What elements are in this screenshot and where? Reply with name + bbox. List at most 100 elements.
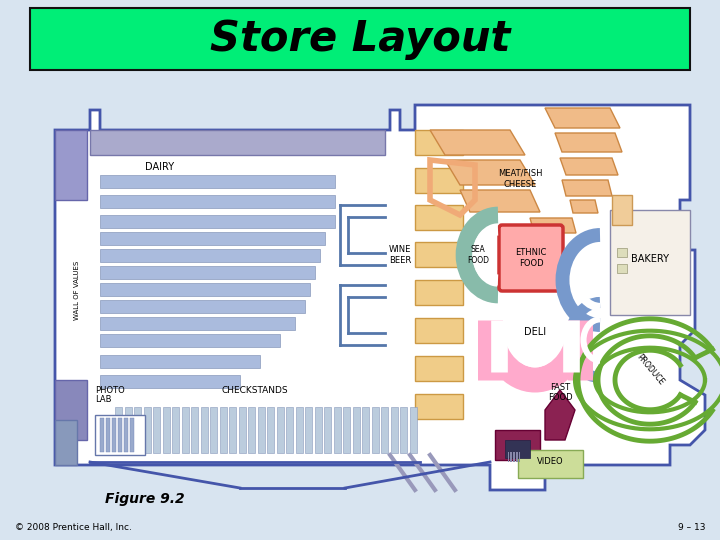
Bar [511,452,512,462]
Bar [305,407,312,453]
Text: Figure 9.2: Figure 9.2 [105,492,184,506]
Bar [200,407,207,453]
Bar [258,407,264,453]
FancyBboxPatch shape [499,225,563,291]
Bar [276,407,284,453]
Bar [181,407,189,453]
Bar [100,418,104,452]
Text: Store Layout: Store Layout [210,18,510,60]
Bar [153,407,160,453]
Bar [362,407,369,453]
Bar [163,407,169,453]
Bar [381,407,388,453]
Bar [95,415,145,455]
Text: PRODUCE: PRODUCE [634,353,665,387]
Bar [248,407,255,453]
Bar [220,407,227,453]
Bar [415,242,463,267]
Bar [191,407,198,453]
Text: WINE
BEER: WINE BEER [389,245,411,265]
Bar [372,407,379,453]
Bar [229,407,236,453]
Bar [505,440,530,458]
Polygon shape [555,133,622,152]
Text: DAIRY: DAIRY [145,162,174,172]
Bar [617,264,627,273]
Bar [55,380,87,440]
Bar [343,407,350,453]
Bar [508,452,509,462]
Bar [415,168,463,193]
Bar [100,215,335,228]
Polygon shape [545,108,620,128]
Bar [100,266,315,279]
Text: FAST
FOOD: FAST FOOD [548,383,572,402]
Text: BAKERY: BAKERY [631,254,669,264]
Bar [90,130,385,155]
Bar [100,249,320,262]
Bar [415,280,463,305]
Bar [130,418,134,452]
Bar [415,318,463,343]
Text: CHEESE: CHEESE [503,180,536,189]
Polygon shape [55,105,705,490]
Polygon shape [460,190,540,212]
Bar [125,407,132,453]
Bar [124,418,128,452]
Text: ETHNIC
FOOD: ETHNIC FOOD [516,248,546,268]
Polygon shape [530,218,576,233]
Text: WALL OF VALUES: WALL OF VALUES [74,260,80,320]
Bar [286,407,293,453]
Bar [324,407,331,453]
Text: VIDEO: VIDEO [536,457,563,466]
Bar [118,418,122,452]
Bar [514,452,515,462]
Bar [415,130,463,155]
Bar [100,283,310,296]
Bar [518,452,520,462]
Polygon shape [570,200,598,213]
Bar [100,175,335,188]
Bar [100,375,240,388]
Bar [400,407,407,453]
Text: CHECKSTANDS: CHECKSTANDS [222,386,288,395]
Polygon shape [562,180,612,196]
Bar [415,356,463,381]
Bar [143,407,150,453]
Bar [100,300,305,313]
Text: MEAT/FISH: MEAT/FISH [498,168,542,177]
Bar [55,130,87,200]
Bar [100,317,295,330]
Bar [415,205,463,230]
Bar [333,407,341,453]
Bar [238,407,246,453]
Polygon shape [560,158,618,175]
Text: LAB: LAB [95,395,112,404]
Text: 9 – 13: 9 – 13 [678,523,705,532]
Bar [172,407,179,453]
Bar [100,195,335,208]
Bar [390,407,397,453]
Text: © 2008 Prentice Hall, Inc.: © 2008 Prentice Hall, Inc. [15,523,132,532]
Bar [30,8,690,70]
Bar [267,407,274,453]
Bar [353,407,359,453]
Bar [100,232,325,245]
Bar [410,407,416,453]
Bar [517,452,518,462]
Bar [112,418,116,452]
Bar [610,210,690,315]
Bar [55,420,77,465]
Polygon shape [430,130,525,155]
Bar [518,450,583,478]
Polygon shape [445,160,535,185]
Text: PHOTO: PHOTO [95,386,125,395]
Bar [134,407,141,453]
Bar [315,407,322,453]
Bar [100,334,280,347]
Text: DELI: DELI [524,327,546,337]
Bar [100,355,260,368]
Bar [210,407,217,453]
Bar [106,418,110,452]
Text: SEA
FOOD: SEA FOOD [467,245,489,265]
